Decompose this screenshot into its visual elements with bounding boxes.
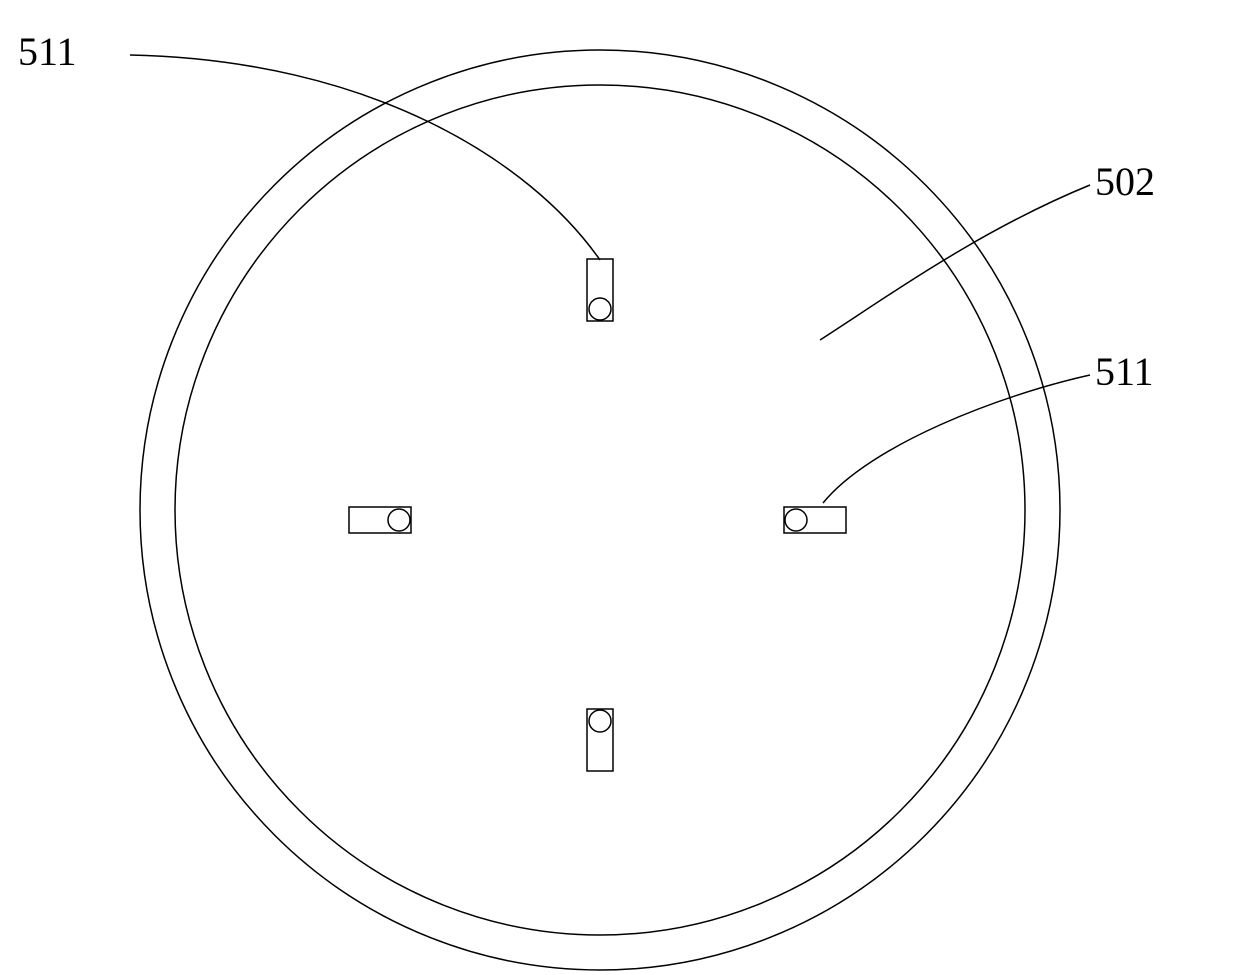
nozzle-slot-right bbox=[784, 507, 846, 533]
label-right_511: 511 bbox=[1095, 348, 1154, 395]
nozzle-slot-left bbox=[349, 507, 411, 533]
leader-right_502 bbox=[820, 185, 1090, 340]
technical-drawing bbox=[0, 0, 1240, 975]
nozzle-hole-right bbox=[785, 509, 807, 531]
nozzle-slot-bottom bbox=[587, 709, 613, 771]
label-top_left_511: 511 bbox=[18, 28, 77, 75]
nozzle-hole-left bbox=[388, 509, 410, 531]
label-right_502: 502 bbox=[1095, 158, 1155, 205]
inner-circle bbox=[175, 85, 1025, 935]
nozzle-hole-top bbox=[589, 298, 611, 320]
outer-circle bbox=[140, 50, 1060, 970]
nozzle-slot-top bbox=[587, 259, 613, 321]
leader-top_left_511 bbox=[130, 55, 600, 260]
nozzle-hole-bottom bbox=[589, 710, 611, 732]
leader-right_511 bbox=[823, 375, 1090, 503]
